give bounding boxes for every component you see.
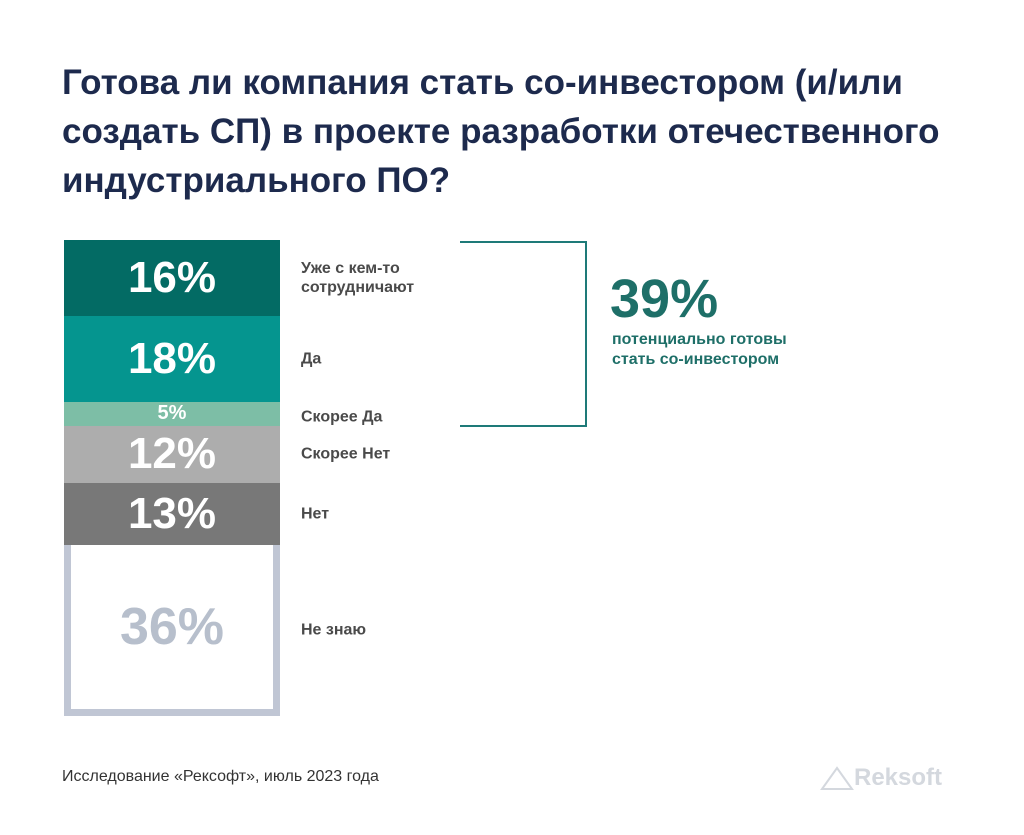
- category-label: Не знаю: [301, 621, 367, 639]
- bar-segment: 12%: [64, 425, 280, 483]
- bar-segment: 13%: [64, 482, 280, 545]
- value-label: 16%: [127, 253, 217, 303]
- bar-segment: 5%: [64, 401, 280, 426]
- source-note: Исследование «Рексофт», июль 2023 года: [62, 768, 379, 785]
- bar-segment: 16%: [64, 240, 280, 317]
- category-label: Уже с кем-то сотрудничают: [301, 260, 415, 297]
- bar-segment: 18%: [64, 316, 280, 402]
- reksoft-logo: Reksoft: [820, 764, 942, 792]
- chart-title: Готова ли компания стать со-инвестором (…: [62, 63, 940, 200]
- annotation-text: потенциально готовы стать со-инвестором: [612, 331, 787, 368]
- category-label: Да: [301, 350, 322, 368]
- bar-segment: 36%: [64, 544, 280, 716]
- annotation-value: 39%: [610, 269, 719, 329]
- category-label: Скорее Нет: [301, 445, 391, 463]
- annotation-bracket: [460, 241, 587, 427]
- value-label: 36%: [119, 597, 225, 656]
- triangle-logo-icon: [820, 766, 854, 790]
- value-label: 12%: [127, 429, 217, 479]
- logo-text: Reksoft: [854, 764, 943, 791]
- value-label: 13%: [127, 488, 217, 538]
- category-label: Скорее Да: [301, 408, 383, 426]
- category-label: Нет: [301, 505, 330, 523]
- value-label: 18%: [127, 333, 217, 383]
- value-label: 5%: [157, 402, 187, 425]
